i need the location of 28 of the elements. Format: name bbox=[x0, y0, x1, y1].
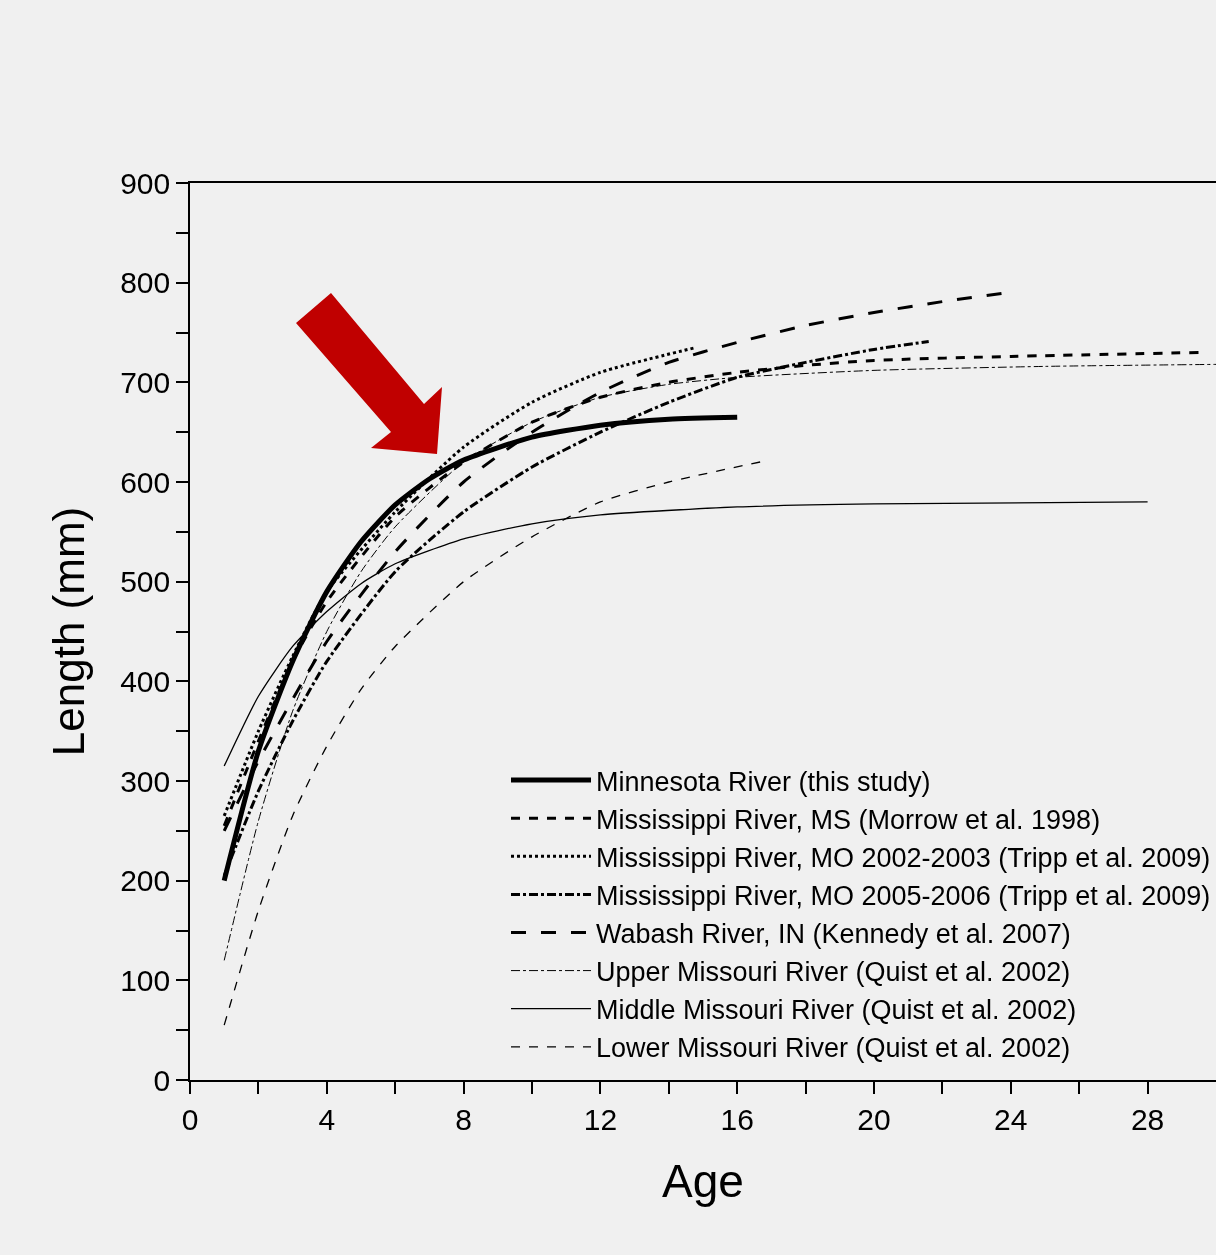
y-tick-label: 400 bbox=[120, 664, 171, 698]
x-tick-label: 24 bbox=[994, 1102, 1028, 1136]
x-tick-label: 4 bbox=[318, 1102, 336, 1136]
x-tick-label: 16 bbox=[720, 1102, 754, 1136]
y-tick-label: 300 bbox=[120, 764, 171, 798]
legend-label: Mississippi River, MS (Morrow et al. 1998) bbox=[596, 804, 1101, 835]
legend-label: Lower Missouri River (Quist et al. 2002) bbox=[596, 1033, 1071, 1064]
legend-label: Upper Missouri River (Quist et al. 2002) bbox=[596, 957, 1071, 988]
legend-label: Mississippi River, MO 2005-2006 (Tripp et al. 2009) bbox=[596, 880, 1211, 911]
y-tick-label: 500 bbox=[120, 565, 171, 599]
legend-label: Mississippi River, MO 2002-2003 (Tripp et al. 2009) bbox=[596, 842, 1211, 873]
x-tick-label: 0 bbox=[181, 1102, 199, 1136]
y-tick-label: 0 bbox=[153, 1063, 171, 1097]
x-tick-label: 28 bbox=[1130, 1102, 1165, 1136]
x-tick-label: 20 bbox=[857, 1102, 891, 1136]
y-tick-label: 200 bbox=[120, 864, 171, 898]
y-tick-label: 700 bbox=[120, 365, 171, 399]
x-tick-label: 8 bbox=[455, 1102, 472, 1136]
y-tick-label: 600 bbox=[120, 465, 171, 499]
legend-label: Wabash River, IN (Kennedy et al. 2007) bbox=[596, 919, 1071, 950]
x-axis-title: Age bbox=[662, 1154, 744, 1207]
y-axis-title: Length (mm) bbox=[43, 506, 93, 757]
x-tick-label: 12 bbox=[583, 1102, 618, 1136]
legend-label: Minnesota River (this study) bbox=[596, 766, 931, 797]
y-tick-label: 800 bbox=[120, 266, 171, 300]
y-tick-label: 100 bbox=[120, 963, 171, 997]
y-tick-label: 900 bbox=[120, 166, 171, 200]
legend-label: Middle Missouri River (Quist et al. 2002) bbox=[596, 995, 1077, 1026]
